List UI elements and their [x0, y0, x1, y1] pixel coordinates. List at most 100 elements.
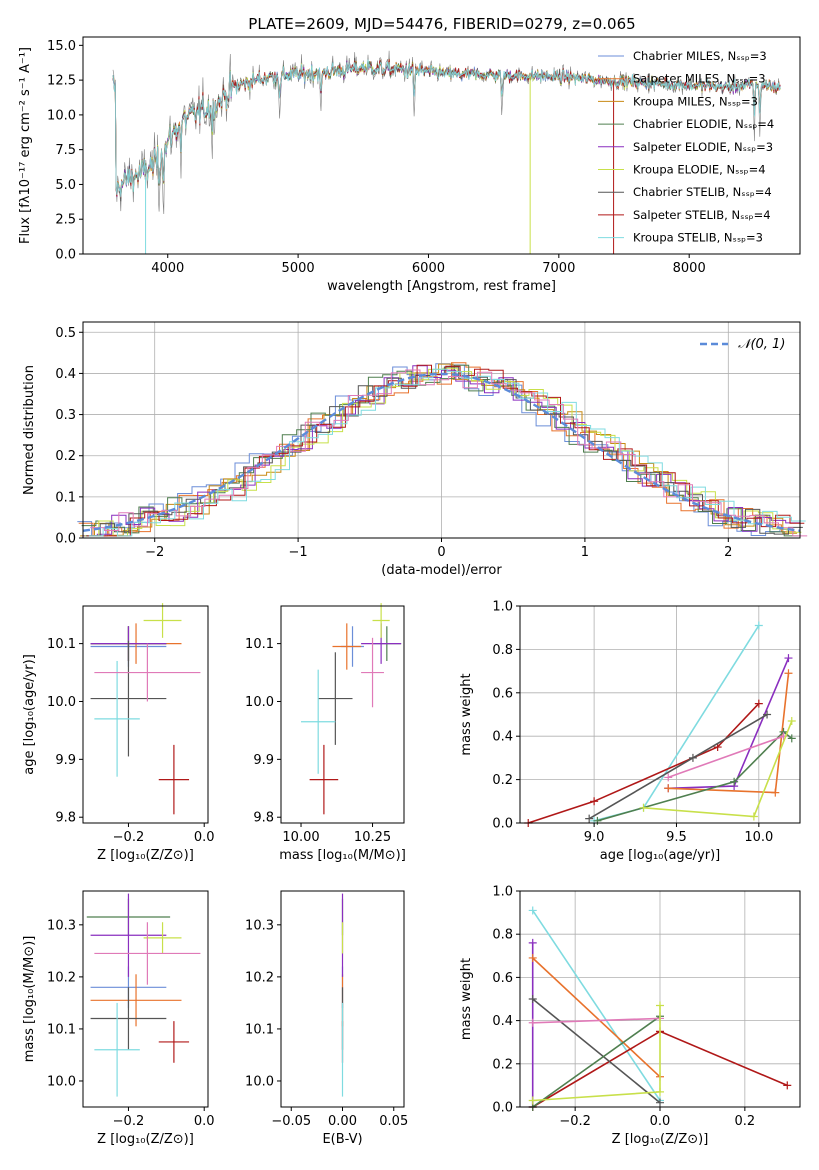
axes-frame: [82, 605, 209, 824]
chart-weight-vs-age: 9.0 9.5 10.0 0.0 0.2 0.4 0.6 0.8 1.0 age [log₁₀(a…: [459, 600, 801, 863]
y-tick-label: 12.5: [47, 74, 76, 89]
weight-marker: [713, 743, 722, 752]
histograms: [77, 362, 808, 537]
legend-label: Chabrier ELODIE, Nₛₛₚ=4: [633, 117, 774, 131]
y-tick-label: 0.6: [492, 971, 513, 986]
y-tick-label: 0.0: [492, 817, 513, 832]
weight-marker: [763, 710, 772, 719]
y-tick-label: 10.1: [245, 637, 274, 652]
x-axis-label: age [log₁₀(age/yr)]: [600, 848, 721, 863]
errorbar-point: [318, 652, 353, 745]
x-tick-label: −1: [289, 545, 308, 560]
x-tick-label: −0.2: [113, 1114, 145, 1129]
weight-line-6: [597, 730, 793, 822]
y-tick-label: 9.8: [55, 811, 76, 826]
errorbar-point: [94, 660, 140, 777]
chart-mass-vs-EBV: −0.05 0.00 0.05 10.0 10.1 10.2 10.3 E(B-V): [245, 890, 408, 1147]
errorbar-point: [90, 640, 167, 757]
weight-line-3: [532, 957, 661, 1078]
y-tick-label: 10.0: [47, 695, 76, 710]
x-tick-label: 10.0: [744, 830, 773, 845]
errorbar-point: [158, 1021, 190, 1063]
errorbar-point: [309, 744, 339, 815]
y-tick-label: 10.0: [245, 695, 274, 710]
weight-marker: [528, 953, 537, 962]
x-axis-label: (data-model)/error: [381, 563, 502, 578]
x-tick-label: −0.05: [271, 1114, 311, 1129]
x-axis-label: Z [log₁₀(Z/Z⊙)]: [612, 1132, 709, 1147]
y-tick-label: 10.0: [47, 108, 76, 123]
legend-label: Chabrier MILES, Nₛₛₚ=3: [633, 49, 767, 63]
chart-age-vs-mass: 10.00 10.25 9.8 9.9 10.0 10.1 mass [log₁₀(M/M⊙…: [245, 603, 406, 863]
y-tick-label: 10.1: [47, 1022, 76, 1037]
weight-line-7: [532, 1017, 661, 1024]
y-tick-label: 9.8: [253, 811, 274, 826]
y-tick-label: 10.2: [47, 970, 76, 985]
histogram-step-1: [77, 363, 795, 537]
weight-marker: [664, 784, 673, 793]
x-axis-label: Z [log₁₀(Z/Z⊙)]: [97, 848, 194, 863]
axes-frame: [82, 890, 209, 1108]
x-tick-label: 0.00: [328, 1114, 357, 1129]
legend-label: Chabrier STELIB, Nₛₛₚ=4: [633, 185, 772, 199]
errorbar-point: [94, 922, 201, 985]
weight-line-2: [668, 657, 790, 790]
errorbars: [90, 603, 201, 815]
weight-line-5: [588, 713, 768, 820]
weight-marker: [585, 814, 594, 823]
weight-marker: [783, 1081, 792, 1090]
weight-marker: [528, 1096, 537, 1105]
weight-line-8: [643, 720, 793, 818]
legend-label: Salpeter ELODIE, Nₛₛₚ=3: [633, 140, 773, 154]
chart-residuals: −2 −1 0 1 2 0.0 0.1 0.2 0.3 0.4 0.5 (data-model)/er…: [22, 321, 808, 578]
weight-marker: [528, 906, 537, 915]
y-tick-label: 0.5: [55, 326, 76, 341]
axes-frame: [280, 605, 405, 824]
weight-marker: [639, 803, 648, 812]
y-tick-label: 10.3: [245, 918, 274, 933]
normal-curve: [82, 372, 801, 532]
weight-line-4: [527, 703, 760, 824]
x-tick-label: 9.0: [584, 830, 605, 845]
histogram-step-2: [78, 362, 796, 537]
errorbar-point: [143, 603, 182, 638]
x-tick-label: 1: [581, 545, 589, 560]
y-axis-label: mass weight: [459, 958, 474, 1040]
x-tick-label: 0.05: [379, 1114, 408, 1129]
y-tick-label: 10.2: [245, 970, 274, 985]
x-axis-label: Z [log₁₀(Z/Z⊙)]: [97, 1132, 194, 1147]
model-line-9: [112, 59, 781, 198]
y-tick-label: 7.5: [55, 143, 76, 158]
y-tick-label: 9.9: [253, 753, 274, 768]
y-tick-label: 0.2: [55, 449, 76, 464]
weight-line-6: [532, 1015, 661, 1108]
weight-marker: [754, 699, 763, 708]
errorbar-point: [158, 744, 190, 815]
x-tick-label: 0.2: [735, 1114, 756, 1129]
spectrum-lines: [112, 50, 781, 254]
y-tick-label: 10.3: [47, 918, 76, 933]
legend-label: Kroupa MILES, Nₛₛₚ=3: [633, 94, 758, 108]
weight-line-7: [667, 735, 784, 779]
y-tick-label: 10.0: [47, 1074, 76, 1089]
y-axis-label: age [log₁₀(age/yr)]: [22, 654, 37, 775]
errorbar-point: [94, 1002, 140, 1097]
y-tick-label: 10.0: [245, 1074, 274, 1089]
weight-marker: [784, 669, 793, 678]
chart-mass-vs-Z: −0.2 0.0 10.0 10.1 10.2 10.3 Z [log₁₀(Z/Z⊙)] ma…: [22, 890, 215, 1147]
y-tick-label: 2.5: [55, 213, 76, 228]
weight-marker: [784, 654, 793, 663]
y-tick-label: 0.1: [55, 490, 76, 505]
y-axis-label: mass weight: [459, 673, 474, 755]
x-tick-label: 9.5: [666, 830, 687, 845]
weight-marker: [771, 788, 780, 797]
y-tick-label: 5.0: [55, 178, 76, 193]
errorbars: [301, 603, 402, 815]
y-tick-label: 0.4: [55, 367, 76, 382]
legend-label: Salpeter MILES, Nₛₛₚ=3: [633, 72, 766, 86]
weight-marker: [656, 1001, 664, 1010]
chart-age-vs-Z: −0.2 0.0 9.8 9.9 10.0 10.1 Z [log₁₀(Z/Z⊙)] age …: [22, 603, 215, 863]
legend-label: Salpeter STELIB, Nₛₛₚ=4: [633, 208, 771, 222]
weight-marker: [730, 777, 739, 786]
